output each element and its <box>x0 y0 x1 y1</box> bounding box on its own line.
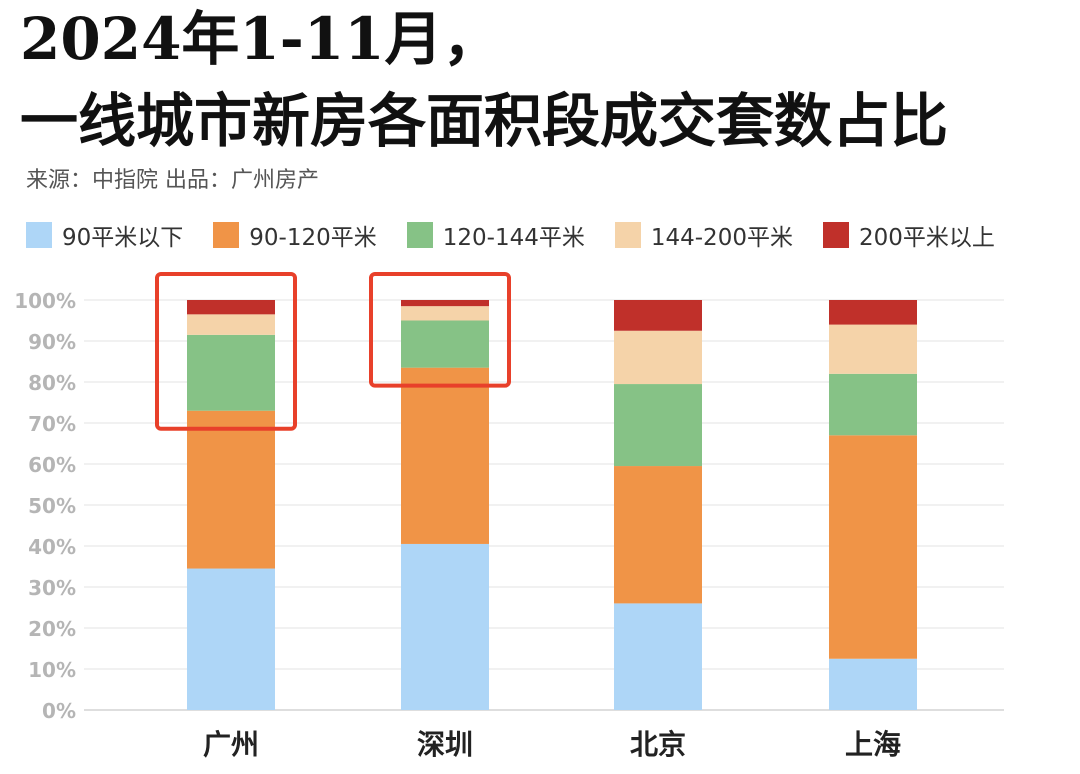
highlight-box <box>369 272 511 388</box>
bar-segment <box>614 603 702 710</box>
bar-segment <box>829 373 917 436</box>
bar-segment <box>829 435 917 659</box>
legend-swatch <box>213 222 240 248</box>
bar-segment <box>401 320 489 368</box>
legend-item-under-90: 90平米以下 <box>26 218 183 252</box>
y-tick-label: 70% <box>28 412 76 436</box>
legend-item-144-200: 144-200平米 <box>614 218 793 252</box>
y-tick-label: 40% <box>28 535 76 559</box>
legend-item-over-200: 200平米以上 <box>822 218 995 252</box>
bar-segment <box>829 658 917 710</box>
bar-segment <box>401 300 489 307</box>
legend-swatch <box>26 222 52 248</box>
y-tick-label: 60% <box>28 453 76 477</box>
bar-segment <box>829 324 917 374</box>
legend-item-120-144: 120-144平米 <box>406 218 585 252</box>
x-tick-label: 北京 <box>630 728 686 761</box>
legend-swatch <box>406 222 433 248</box>
chart-title-line-2: 一线城市新房各面积段成交套数占比 <box>20 87 949 155</box>
legend-label: 120-144平米 <box>442 225 585 251</box>
legend-label: 90平米以下 <box>62 225 184 251</box>
stacked-bar-chart: 0% 10% 20% 30% 40% 50% 60% 70% 80% 90% 100% 广州 深圳 北京 上… <box>14 272 1004 761</box>
bar-segment <box>401 543 489 710</box>
legend-item-90-120: 90-120平米 <box>213 218 377 252</box>
bar-segment <box>187 568 275 710</box>
chart-legend: 90平米以下 90-120平米 120-144平米 144-200平米 200平… <box>26 218 995 252</box>
legend-label: 200平米以上 <box>858 225 995 251</box>
bar-segment <box>829 300 917 325</box>
bar-segment <box>614 300 702 331</box>
y-tick-label: 10% <box>28 658 76 682</box>
x-tick-label: 上海 <box>845 728 901 761</box>
chart-title-line-1: 2024年1-11月， <box>20 5 501 73</box>
bar-segment <box>187 334 275 411</box>
bar-segment <box>614 384 702 467</box>
x-tick-label: 深圳 <box>417 728 473 761</box>
highlight-box <box>155 272 297 431</box>
bar-segment <box>187 410 275 569</box>
bar-segment <box>614 330 702 385</box>
legend-swatch <box>614 222 641 248</box>
y-tick-label: 100% <box>14 289 76 313</box>
legend-label: 90-120平米 <box>249 225 377 251</box>
y-tick-label: 90% <box>28 330 76 354</box>
y-tick-label: 80% <box>28 371 76 395</box>
bar-segment <box>401 367 489 544</box>
source-credit: 来源：中指院 出品：广州房产 <box>26 168 319 193</box>
legend-label: 144-200平米 <box>650 225 793 251</box>
legend-swatch <box>822 222 849 248</box>
y-tick-label: 50% <box>28 494 76 518</box>
bar-segment <box>401 306 489 321</box>
bar-segment <box>614 466 702 604</box>
bar-segment <box>187 300 275 315</box>
x-tick-label: 广州 <box>203 728 259 761</box>
y-tick-label: 30% <box>28 576 76 600</box>
y-tick-label: 20% <box>28 617 76 641</box>
bar-segment <box>187 314 275 335</box>
y-tick-label: 0% <box>42 699 76 723</box>
